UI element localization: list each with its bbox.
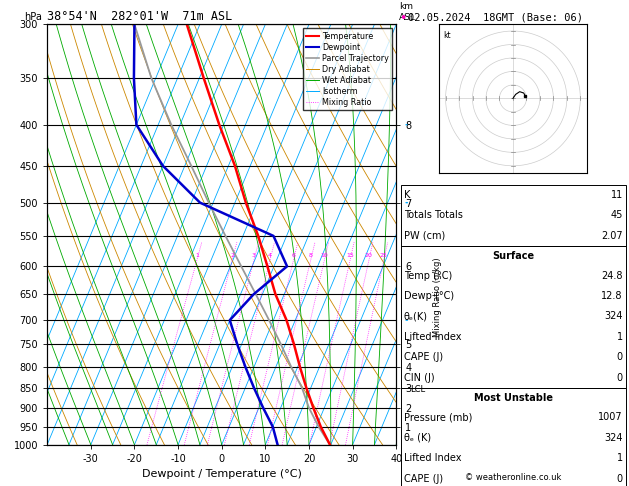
Text: © weatheronline.co.uk: © weatheronline.co.uk — [465, 473, 562, 482]
Text: 10: 10 — [320, 253, 328, 258]
Text: 8: 8 — [309, 253, 313, 258]
Text: 4: 4 — [268, 253, 272, 258]
Text: 2.07: 2.07 — [601, 231, 623, 241]
Text: Lifted Index: Lifted Index — [404, 332, 461, 342]
Text: •: • — [399, 12, 407, 25]
Text: LCL: LCL — [410, 385, 425, 395]
Text: 1: 1 — [195, 253, 199, 258]
Legend: Temperature, Dewpoint, Parcel Trajectory, Dry Adiabat, Wet Adiabat, Isotherm, Mi: Temperature, Dewpoint, Parcel Trajectory… — [303, 28, 392, 110]
Text: Most Unstable: Most Unstable — [474, 393, 553, 402]
Text: 3: 3 — [252, 253, 256, 258]
Text: 24.8: 24.8 — [601, 271, 623, 280]
Text: 12.8: 12.8 — [601, 291, 623, 301]
Text: 1: 1 — [616, 453, 623, 463]
Text: 1007: 1007 — [598, 413, 623, 422]
Text: 0: 0 — [616, 352, 623, 362]
Text: Dewp (°C): Dewp (°C) — [404, 291, 454, 301]
Text: 02.05.2024  18GMT (Base: 06): 02.05.2024 18GMT (Base: 06) — [408, 12, 582, 22]
Text: 2: 2 — [230, 253, 234, 258]
X-axis label: Dewpoint / Temperature (°C): Dewpoint / Temperature (°C) — [142, 469, 302, 479]
Text: CIN (J): CIN (J) — [404, 373, 435, 382]
Text: Totals Totals: Totals Totals — [404, 210, 463, 220]
Text: 0: 0 — [616, 474, 623, 484]
Text: kt: kt — [443, 31, 450, 40]
Text: 324: 324 — [604, 433, 623, 443]
Text: CAPE (J): CAPE (J) — [404, 474, 443, 484]
Text: km
ASL: km ASL — [399, 2, 416, 22]
Text: 45: 45 — [610, 210, 623, 220]
Text: hPa: hPa — [25, 12, 42, 22]
Text: Pressure (mb): Pressure (mb) — [404, 413, 472, 422]
Text: Surface: Surface — [493, 251, 534, 260]
Text: 20: 20 — [365, 253, 373, 258]
Text: 11: 11 — [611, 190, 623, 200]
Text: θₑ(K): θₑ(K) — [404, 312, 428, 321]
Text: 15: 15 — [346, 253, 354, 258]
Text: Lifted Index: Lifted Index — [404, 453, 461, 463]
Text: 324: 324 — [604, 312, 623, 321]
Text: CAPE (J): CAPE (J) — [404, 352, 443, 362]
Text: 38°54'N  282°01'W  71m ASL: 38°54'N 282°01'W 71m ASL — [47, 10, 233, 23]
Text: 6: 6 — [291, 253, 296, 258]
Text: θₑ (K): θₑ (K) — [404, 433, 431, 443]
Text: 1: 1 — [616, 332, 623, 342]
Text: PW (cm): PW (cm) — [404, 231, 445, 241]
Text: 0: 0 — [616, 373, 623, 382]
Text: Mixing Ratio (g/kg): Mixing Ratio (g/kg) — [433, 258, 442, 337]
Text: K: K — [404, 190, 410, 200]
Text: 25: 25 — [380, 253, 387, 258]
Text: Temp (°C): Temp (°C) — [404, 271, 452, 280]
